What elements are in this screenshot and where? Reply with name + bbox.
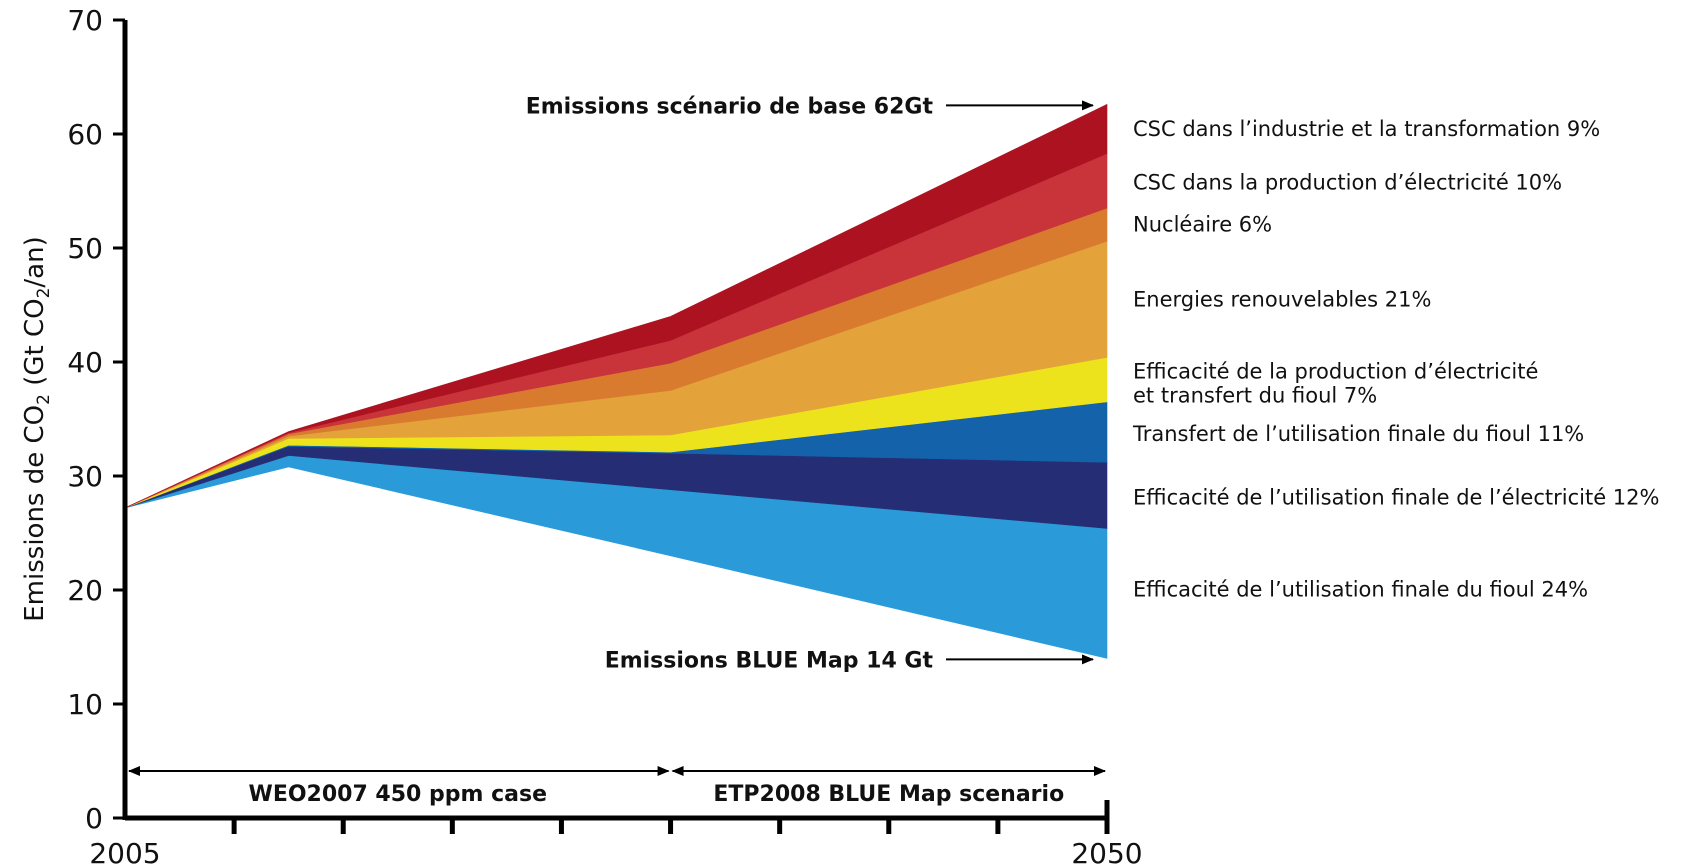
- y-tick-label: 10: [67, 688, 103, 721]
- y-tick-label: 60: [67, 118, 103, 151]
- baseline-annotation: Emissions scénario de base 62Gt: [526, 94, 934, 119]
- y-tick-label: 30: [67, 460, 103, 493]
- period1-label: WEO2007 450 ppm case: [249, 782, 547, 807]
- series-label-nucl-aire-6: Nucléaire 6%: [1133, 213, 1272, 237]
- series-label-transfert-de-l-utilisation-finale-du-fio: Transfert de l’utilisation finale du fio…: [1132, 422, 1584, 446]
- series-labels: Efficacité de l’utilisation finale du fi…: [1132, 117, 1659, 602]
- axes: 0 10 20 30 40 50 60 70 2005 2050 Emissions de CO2 …: [20, 4, 1143, 867]
- x-tick-label: 2005: [89, 837, 160, 867]
- y-tick-label: 40: [67, 346, 103, 379]
- y-tick-label: 0: [85, 802, 103, 835]
- series-label-csc-dans-l-industrie-et-la-transformatio: CSC dans l’industrie et la transformatio…: [1133, 117, 1600, 141]
- series-label-efficacit-de-l-utilisation-finale-de-l-l: Efficacité de l’utilisation finale de l’…: [1133, 485, 1659, 509]
- y-tick-label: 50: [67, 232, 103, 265]
- blue-map-annotation: Emissions BLUE Map 14 Gt: [605, 648, 934, 673]
- y-axis-title: Emissions de CO2 (Gt CO2/an): [20, 236, 54, 622]
- y-tick-label: 70: [67, 4, 103, 37]
- x-tick-label: 2050: [1071, 837, 1142, 867]
- stacked-areas: [124, 103, 1108, 659]
- series-label-csc-dans-la-production-d-lectricit-10: CSC dans la production d’électricité 10%: [1133, 171, 1562, 195]
- series-label-energies-renouvelables-21: Energies renouvelables 21%: [1133, 287, 1431, 311]
- series-label-efficacit-de-l-utilisation-finale-du-fio: Efficacité de l’utilisation finale du fi…: [1133, 577, 1588, 601]
- annotations: Emissions scénario de base 62Gt Emissions…: [128, 94, 1106, 807]
- period2-label: ETP2008 BLUE Map scenario: [713, 782, 1064, 807]
- series-label-efficacit-de-la-production-d-lectricit-e: Efficacité de la production d’électricit…: [1133, 360, 1538, 408]
- area-csc-dans-l-industrie-et-la-transformatio: [124, 103, 1108, 509]
- y-tick-label: 20: [67, 574, 103, 607]
